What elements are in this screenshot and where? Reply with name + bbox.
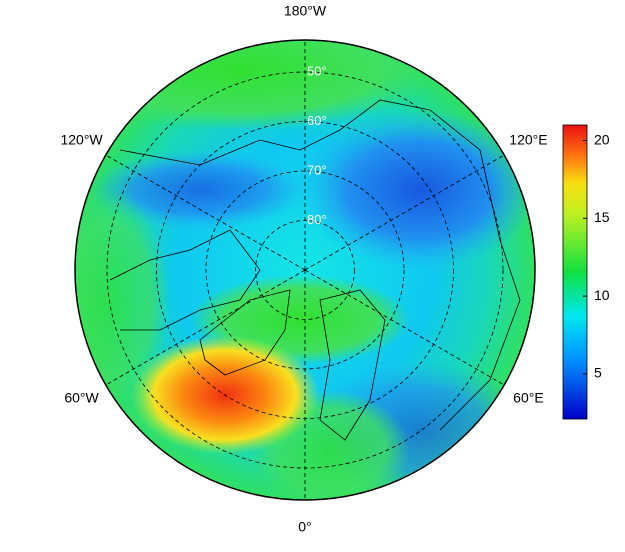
colorbar-tick-label: 10 <box>594 287 610 303</box>
colorbar-tick-label: 15 <box>594 209 610 225</box>
colorbar <box>562 124 588 420</box>
latitude-label: 60° <box>307 113 327 128</box>
longitude-label: 180°W <box>284 3 327 19</box>
longitude-label: 120°W <box>60 132 103 148</box>
longitude-label: 0° <box>298 519 311 535</box>
latitude-label: 80° <box>307 212 327 227</box>
longitude-label: 60°E <box>513 390 544 406</box>
map-boundary <box>74 39 536 501</box>
meridian <box>105 269 306 386</box>
longitude-label: 120°E <box>509 132 547 148</box>
meridian <box>304 269 505 386</box>
graticule <box>105 40 505 500</box>
latitude-label: 70° <box>307 162 327 177</box>
colorbar-tick-label: 20 <box>594 131 610 147</box>
colorbar-tick-label: 5 <box>594 365 602 381</box>
meridian <box>304 154 505 271</box>
longitude-label: 60°W <box>64 390 99 406</box>
latitude-label: 50° <box>307 63 327 78</box>
meridian <box>105 154 306 271</box>
